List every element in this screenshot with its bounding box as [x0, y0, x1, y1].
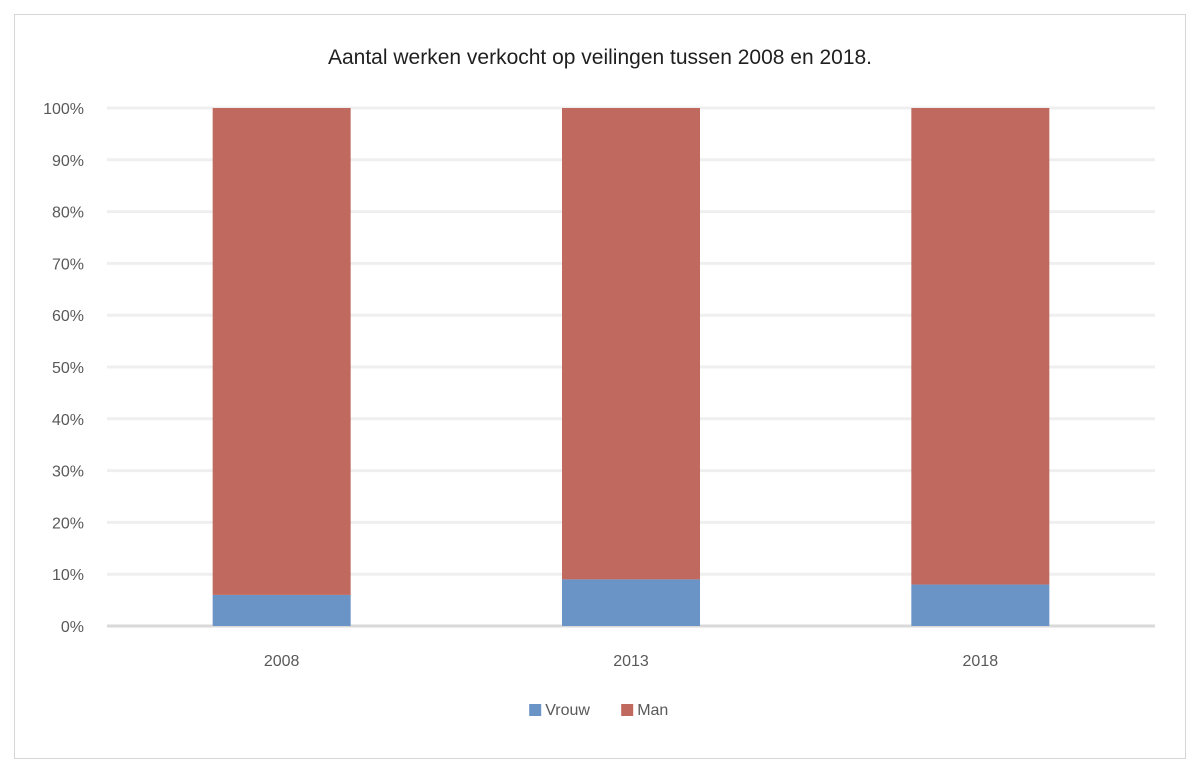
y-tick-label: 20%	[52, 515, 84, 532]
y-tick-label: 70%	[52, 256, 84, 273]
bar-vrouw-2013	[562, 579, 700, 626]
x-axis: 2008 2013 2018	[264, 653, 998, 670]
x-tick-label: 2008	[264, 653, 300, 670]
legend-swatch-vrouw	[529, 704, 542, 716]
chart-title: Aantal werken verkocht op veilingen tuss…	[327, 46, 873, 69]
legend-label-vrouw: Vrouw	[545, 702, 590, 719]
y-tick-label: 40%	[52, 412, 84, 429]
x-tick-label: 2018	[963, 653, 999, 670]
legend-label-man: Man	[637, 702, 668, 719]
bars	[212, 108, 1050, 626]
bar-vrouw-2018	[911, 584, 1050, 626]
bar-vrouw-2008	[212, 594, 351, 626]
y-tick-label: 90%	[52, 153, 84, 170]
bar-man-2008	[212, 108, 351, 595]
x-tick-label: 2013	[613, 653, 649, 670]
bar-man-2013	[562, 108, 700, 580]
bar-man-2018	[911, 108, 1050, 585]
legend: Vrouw Man	[529, 702, 668, 719]
legend-swatch-man	[621, 704, 634, 716]
y-axis: 0% 10% 20% 30% 40% 50% 60% 70% 80% 90% 100%	[43, 101, 84, 636]
y-tick-label: 10%	[52, 567, 84, 584]
y-tick-label: 100%	[43, 101, 84, 118]
y-tick-label: 60%	[52, 308, 84, 325]
y-tick-label: 0%	[61, 619, 84, 636]
y-tick-label: 80%	[52, 205, 84, 222]
y-tick-label: 50%	[52, 360, 84, 377]
y-tick-label: 30%	[52, 464, 84, 481]
